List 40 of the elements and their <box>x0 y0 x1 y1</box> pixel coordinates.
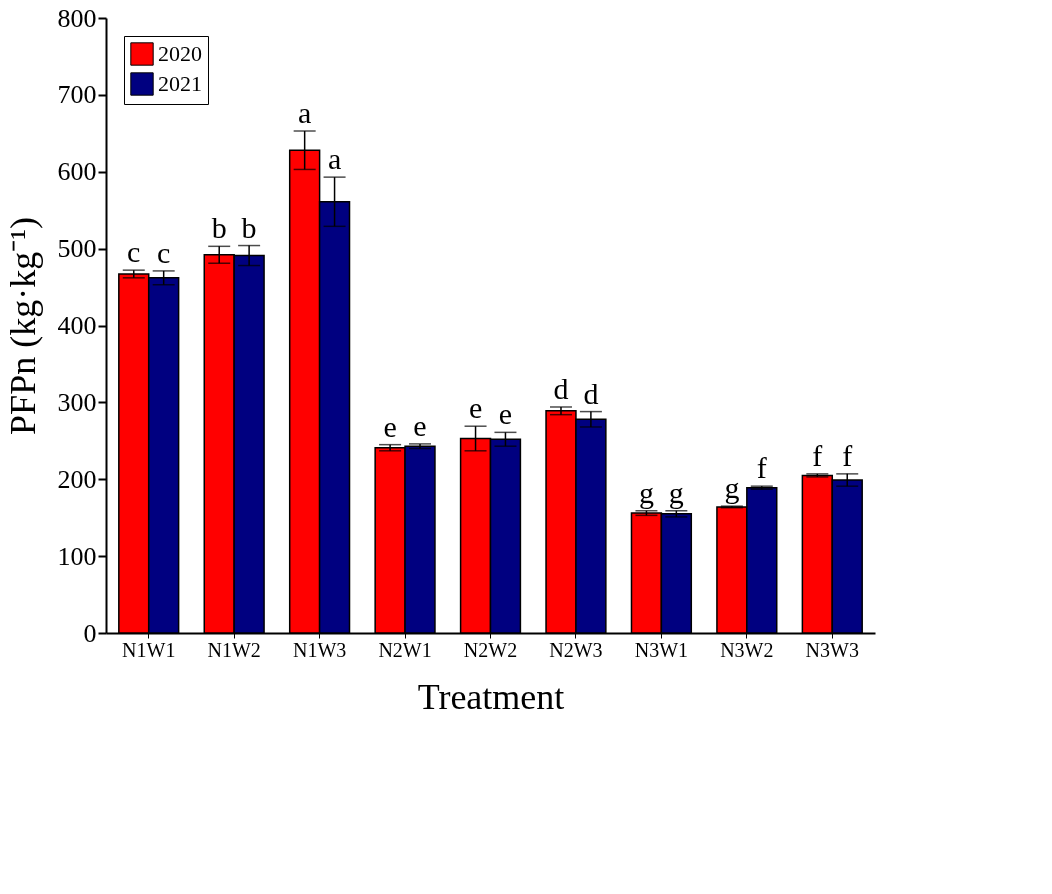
data-label: f <box>812 438 823 472</box>
y-tick-label: 0 <box>83 618 97 648</box>
x-tick-label: N2W1 <box>378 638 432 661</box>
data-label: e <box>383 409 397 443</box>
y-tick-label: 700 <box>57 80 97 110</box>
data-label: c <box>127 235 141 269</box>
y-tick-label: 500 <box>57 234 97 264</box>
data-label: c <box>157 235 171 269</box>
x-tick-label: N2W2 <box>463 638 518 661</box>
x-tick-label: N2W3 <box>549 638 603 661</box>
y-tick-label: 600 <box>57 157 97 187</box>
data-label: f <box>842 438 853 472</box>
x-tick-label: N3W1 <box>634 638 689 661</box>
data-label: e <box>468 391 483 425</box>
x-tick-label: N3W2 <box>720 638 774 661</box>
data-label: b <box>211 211 227 245</box>
data-label: g <box>638 475 654 509</box>
data-label: e <box>413 408 427 442</box>
data-label: f <box>756 451 767 485</box>
legend-label: 2021 <box>158 71 202 96</box>
x-axis-title: Treatment <box>417 676 565 717</box>
data-label: b <box>241 210 257 244</box>
y-tick-label: 400 <box>57 311 97 340</box>
legend-label: 2020 <box>158 41 202 66</box>
data-label: g <box>668 475 684 509</box>
y-tick-label: 200 <box>57 464 97 494</box>
data-label: d <box>583 376 599 410</box>
x-tick-label: N1W3 <box>292 638 347 661</box>
data-label: a <box>327 142 342 176</box>
y-tick-label: 100 <box>57 541 97 571</box>
x-tick-label: N1W2 <box>207 638 261 661</box>
data-label: a <box>297 96 312 130</box>
x-tick-label: N3W3 <box>805 638 859 661</box>
y-axis-title: PFPn (kg·kg⁻¹) <box>2 217 43 435</box>
data-label: g <box>724 471 740 505</box>
y-tick-label: 800 <box>57 3 97 33</box>
y-tick-label: 300 <box>57 387 97 417</box>
x-tick-label: N1W1 <box>122 638 176 661</box>
data-label: d <box>553 371 569 405</box>
data-label: e <box>498 397 513 431</box>
